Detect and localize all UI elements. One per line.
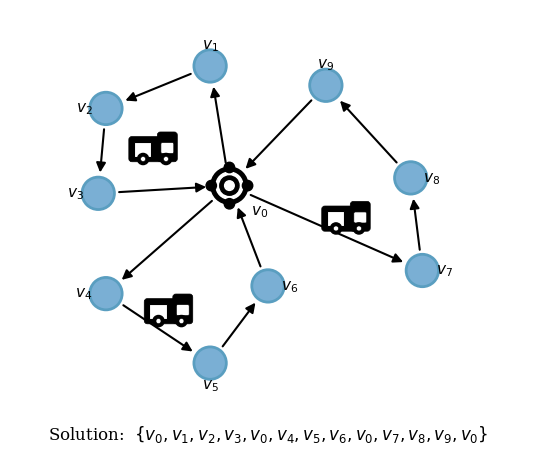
Circle shape	[138, 154, 148, 165]
Text: $v_{3}$: $v_{3}$	[68, 186, 84, 202]
Circle shape	[194, 347, 226, 379]
FancyBboxPatch shape	[161, 143, 174, 154]
Circle shape	[194, 51, 226, 83]
FancyBboxPatch shape	[150, 304, 167, 319]
FancyBboxPatch shape	[144, 299, 180, 324]
Circle shape	[153, 316, 164, 327]
FancyBboxPatch shape	[173, 294, 193, 324]
FancyBboxPatch shape	[354, 212, 367, 223]
Circle shape	[179, 319, 184, 324]
Circle shape	[216, 173, 243, 200]
Circle shape	[176, 316, 187, 327]
Text: $v_{4}$: $v_{4}$	[75, 286, 92, 302]
Circle shape	[252, 270, 284, 303]
Text: $v_{5}$: $v_{5}$	[202, 378, 219, 394]
Text: $v_{8}$: $v_{8}$	[423, 171, 441, 187]
Circle shape	[224, 199, 235, 209]
Text: $v_{1}$: $v_{1}$	[202, 38, 219, 54]
Text: $v_{6}$: $v_{6}$	[281, 278, 298, 294]
Circle shape	[333, 227, 339, 232]
Circle shape	[330, 223, 341, 234]
Circle shape	[225, 182, 234, 191]
Circle shape	[140, 157, 146, 162]
Circle shape	[160, 154, 172, 165]
Text: $v_0$: $v_0$	[251, 203, 268, 219]
Circle shape	[156, 319, 161, 324]
FancyBboxPatch shape	[351, 202, 370, 232]
Circle shape	[353, 223, 364, 234]
Text: $v_{9}$: $v_{9}$	[317, 57, 334, 73]
FancyBboxPatch shape	[176, 305, 189, 316]
FancyBboxPatch shape	[158, 133, 177, 162]
Circle shape	[206, 181, 217, 192]
Circle shape	[406, 255, 438, 287]
Circle shape	[242, 181, 253, 192]
Circle shape	[394, 162, 427, 195]
FancyBboxPatch shape	[134, 142, 151, 157]
Circle shape	[90, 93, 122, 126]
Circle shape	[310, 70, 342, 102]
Circle shape	[82, 178, 114, 210]
Text: $v_{7}$: $v_{7}$	[436, 263, 453, 279]
Circle shape	[90, 278, 122, 310]
FancyBboxPatch shape	[322, 207, 357, 232]
Circle shape	[356, 227, 361, 232]
Circle shape	[224, 163, 235, 173]
Text: Solution:  $\{v_0,v_1,v_2,v_3,v_0,v_4,v_5,v_6,v_0,v_7,v_8,v_9,v_0\}$: Solution: $\{v_0,v_1,v_2,v_3,v_0,v_4,v_5…	[48, 423, 488, 444]
Circle shape	[220, 177, 239, 196]
Circle shape	[211, 168, 248, 205]
FancyBboxPatch shape	[129, 137, 164, 162]
Text: $v_{2}$: $v_{2}$	[76, 101, 93, 117]
Circle shape	[163, 157, 168, 162]
FancyBboxPatch shape	[327, 212, 344, 227]
